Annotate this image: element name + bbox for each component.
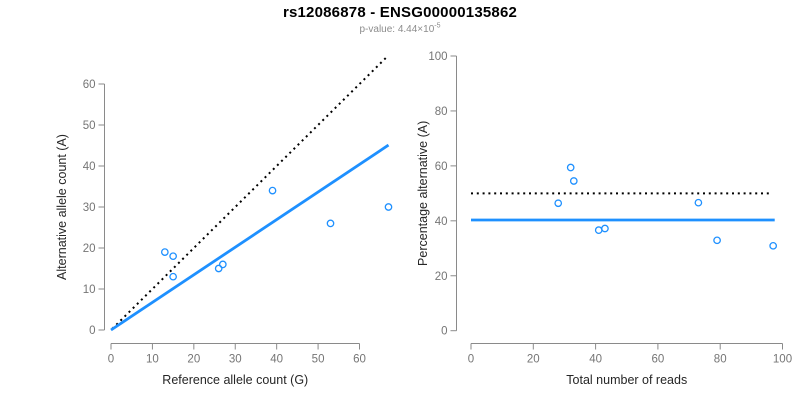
- right-data-point: [566, 163, 575, 172]
- right-plot: 0 20 40 60 80 100 0 20 40 60 80 100 Total number of …: [416, 51, 792, 387]
- left-data-point: [169, 272, 177, 281]
- left-y-tick-label: 60: [83, 79, 96, 91]
- p-value-text: p-value: 4.44×10: [359, 24, 435, 35]
- left-data-point: [214, 264, 223, 273]
- right-data-point: [554, 199, 563, 208]
- right-data-point: [569, 177, 578, 185]
- right-x-axis-title: Total number of reads: [566, 373, 687, 387]
- right-x-tick-label: 40: [589, 354, 602, 366]
- left-data-point: [169, 252, 177, 261]
- right-x-tick-label: 60: [652, 354, 665, 366]
- left-data-point: [268, 186, 277, 195]
- left-y-tick-label: 20: [83, 243, 96, 255]
- right-y-tick-label: 80: [435, 106, 448, 118]
- left-y-tick-label: 0: [89, 325, 95, 337]
- right-x-tick-label: 100: [773, 354, 792, 366]
- left-y-tick-label: 40: [83, 161, 96, 173]
- left-data-point: [384, 203, 393, 211]
- left-x-axis-title: Reference allele count (G): [162, 373, 308, 387]
- left-x-tick-label: 10: [146, 354, 159, 366]
- left-y-tick-label: 50: [83, 120, 96, 132]
- left-y-axis-title: Alternative allele count (A): [55, 134, 69, 280]
- right-y-tick-label: 20: [435, 271, 448, 283]
- left-data-point: [218, 260, 227, 269]
- right-y-tick-label: 40: [435, 216, 448, 228]
- left-y-tick-label: 30: [83, 202, 96, 214]
- right-x-tick-label: 20: [527, 354, 540, 366]
- left-x-tick-label: 30: [229, 354, 242, 366]
- left-x-tick-label: 20: [187, 354, 200, 366]
- left-x-tick-label: 0: [108, 354, 114, 366]
- right-x-tick-label: 0: [468, 354, 474, 366]
- left-x-tick-label: 60: [353, 354, 366, 366]
- right-y-tick-label: 60: [435, 161, 448, 173]
- left-data-point: [326, 219, 335, 228]
- p-value-exponent: -5: [434, 22, 441, 30]
- left-fitted-ratio-line: [110, 143, 390, 332]
- left-y-tick-label: 10: [83, 284, 96, 296]
- left-plot: 0 10 20 30 40 50 60 0 10 20 30 40 50 60 Reference alle…: [55, 55, 393, 387]
- figure-subtitle: p-value: 4.44×10-5: [0, 22, 800, 35]
- right-data-point: [713, 236, 721, 245]
- left-data-point: [160, 248, 169, 256]
- figure-title: rs12086878 - ENSG00000135862: [282, 4, 518, 21]
- right-x-tick-label: 80: [714, 354, 727, 366]
- left-identity-line: [111, 55, 389, 330]
- left-x-tick-label: 40: [270, 354, 283, 366]
- right-data-point: [601, 224, 609, 233]
- right-y-tick-label: 100: [428, 51, 447, 63]
- right-data-point: [594, 226, 603, 235]
- right-data-point: [694, 198, 703, 207]
- right-data-point: [769, 241, 778, 250]
- right-y-axis-title: Percentage alternative (A): [416, 121, 430, 266]
- right-y-tick-label: 0: [441, 326, 447, 338]
- left-x-tick-label: 50: [312, 354, 325, 366]
